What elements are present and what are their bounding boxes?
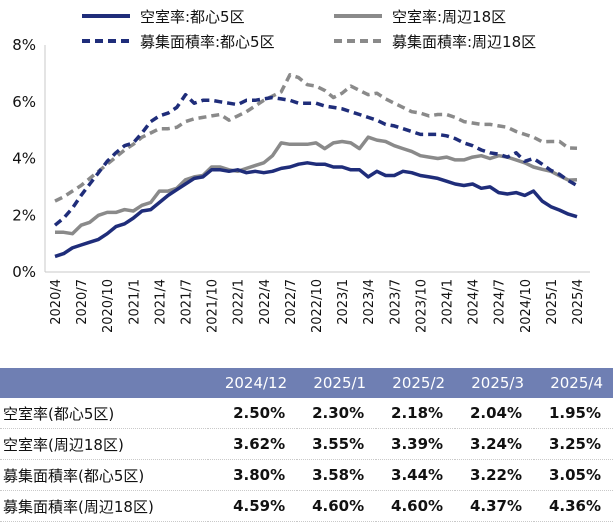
table-row: 募集面積率(都心5区) 3.80% 3.58% 3.44% 3.22% 3.05… [0, 459, 613, 491]
table-row: 空室率(都心5区) 2.50% 2.30% 2.18% 2.04% 1.95% [0, 398, 613, 429]
table-cell: 3.55% [297, 428, 377, 460]
line-chart: 空室率:都心5区 空室率:周辺18区 募集面積率:都心5区 募集面積率:周辺18… [12, 8, 590, 333]
x-tick-label: 2021/10 [206, 279, 221, 333]
x-tick-label: 2025/4 [571, 279, 586, 325]
x-tick-label: 2020/10 [101, 279, 116, 333]
table-cell: 3.62% [208, 428, 298, 460]
x-tick-label: 2022/10 [310, 279, 325, 333]
x-tick-label: 2020/4 [49, 279, 64, 325]
table-cell: 2.18% [376, 398, 456, 429]
x-tick-label: 2023/4 [362, 279, 377, 325]
row-label: 募集面積率(都心5区) [0, 459, 208, 491]
table-cell: 1.95% [534, 398, 613, 429]
y-tick-label: 4% [12, 150, 36, 168]
table-cell: 4.60% [297, 490, 377, 522]
y-tick-labels: 0% 2% 4% 6% 8% [12, 36, 36, 281]
x-tick-labels: 2020/4 2020/7 2020/10 2021/1 2021/4 2021/7 202… [49, 279, 586, 333]
x-tick-label: 2022/4 [258, 279, 273, 325]
x-tick-label: 2021/1 [127, 279, 142, 325]
table-cell: 3.44% [376, 459, 456, 491]
table-cell: 4.59% [208, 490, 298, 522]
series-lines [53, 73, 578, 259]
y-tick-label: 6% [12, 93, 36, 111]
x-tick-label: 2023/7 [388, 279, 403, 325]
table-cell: 3.80% [208, 459, 298, 491]
x-tick-label: 2022/7 [284, 279, 299, 325]
header-month: 2025/4 [534, 368, 613, 398]
x-tick-label: 2024/7 [493, 279, 508, 325]
x-tick-label: 2023/10 [414, 279, 429, 333]
legend-label-peripheral-vacancy: 空室率:周辺18区 [392, 8, 506, 26]
row-label: 募集面積率(周辺18区) [0, 490, 208, 522]
table-cell: 4.37% [455, 490, 535, 522]
x-tick-label: 2024/10 [519, 279, 534, 333]
header-month: 2025/3 [455, 368, 535, 398]
y-tick-label: 0% [12, 263, 36, 281]
table-cell: 2.50% [208, 398, 298, 429]
table-cell: 2.30% [297, 398, 377, 429]
table-cell: 4.60% [376, 490, 456, 522]
table-cell: 2.04% [455, 398, 535, 429]
table-cell: 3.58% [297, 459, 377, 491]
series-line-central-vacancy [54, 161, 578, 259]
table-header-row: 2024/12 2025/1 2025/2 2025/3 2025/4 [0, 368, 613, 398]
table-cell: 3.22% [455, 459, 535, 491]
series-line-peripheral-listing [54, 73, 578, 203]
x-tick-label: 2024/1 [441, 279, 456, 325]
x-tick-label: 2022/1 [232, 279, 247, 325]
x-tick-label: 2021/4 [153, 279, 168, 325]
x-tick-label: 2023/1 [336, 279, 351, 325]
row-label: 空室率(都心5区) [0, 398, 208, 429]
legend-label-peripheral-listing: 募集面積率:周辺18区 [392, 33, 536, 51]
x-tick-label: 2020/7 [75, 279, 90, 325]
legend-label-central-listing: 募集面積率:都心5区 [140, 33, 275, 51]
data-table: 2024/12 2025/1 2025/2 2025/3 2025/4 空室率(… [0, 368, 613, 522]
header-month: 2025/2 [376, 368, 456, 398]
series-line-central-listing [53, 92, 578, 227]
table-row: 空室率(周辺18区) 3.62% 3.55% 3.39% 3.24% 3.25% [0, 428, 613, 460]
table-cell: 3.24% [455, 428, 535, 460]
x-tick-label: 2021/7 [180, 279, 195, 325]
table-cell: 3.05% [534, 459, 613, 491]
y-tick-label: 8% [12, 36, 36, 54]
y-tick-label: 2% [12, 206, 36, 224]
table-cell: 4.36% [534, 490, 613, 522]
table-cell: 3.25% [534, 428, 613, 460]
table-cell: 3.39% [376, 428, 456, 460]
table-row: 募集面積率(周辺18区) 4.59% 4.60% 4.60% 4.37% 4.3… [0, 490, 613, 522]
header-corner-cell [0, 368, 208, 398]
chart-legend: 空室率:都心5区 空室率:周辺18区 募集面積率:都心5区 募集面積率:周辺18… [82, 8, 536, 51]
x-tick-label: 2025/1 [545, 279, 560, 325]
header-month: 2024/12 [208, 368, 298, 398]
legend-label-central-vacancy: 空室率:都心5区 [140, 8, 245, 26]
x-tick-label: 2024/4 [467, 279, 482, 325]
series-line-peripheral-vacancy [55, 135, 578, 236]
row-label: 空室率(周辺18区) [0, 428, 208, 460]
header-month: 2025/1 [297, 368, 377, 398]
